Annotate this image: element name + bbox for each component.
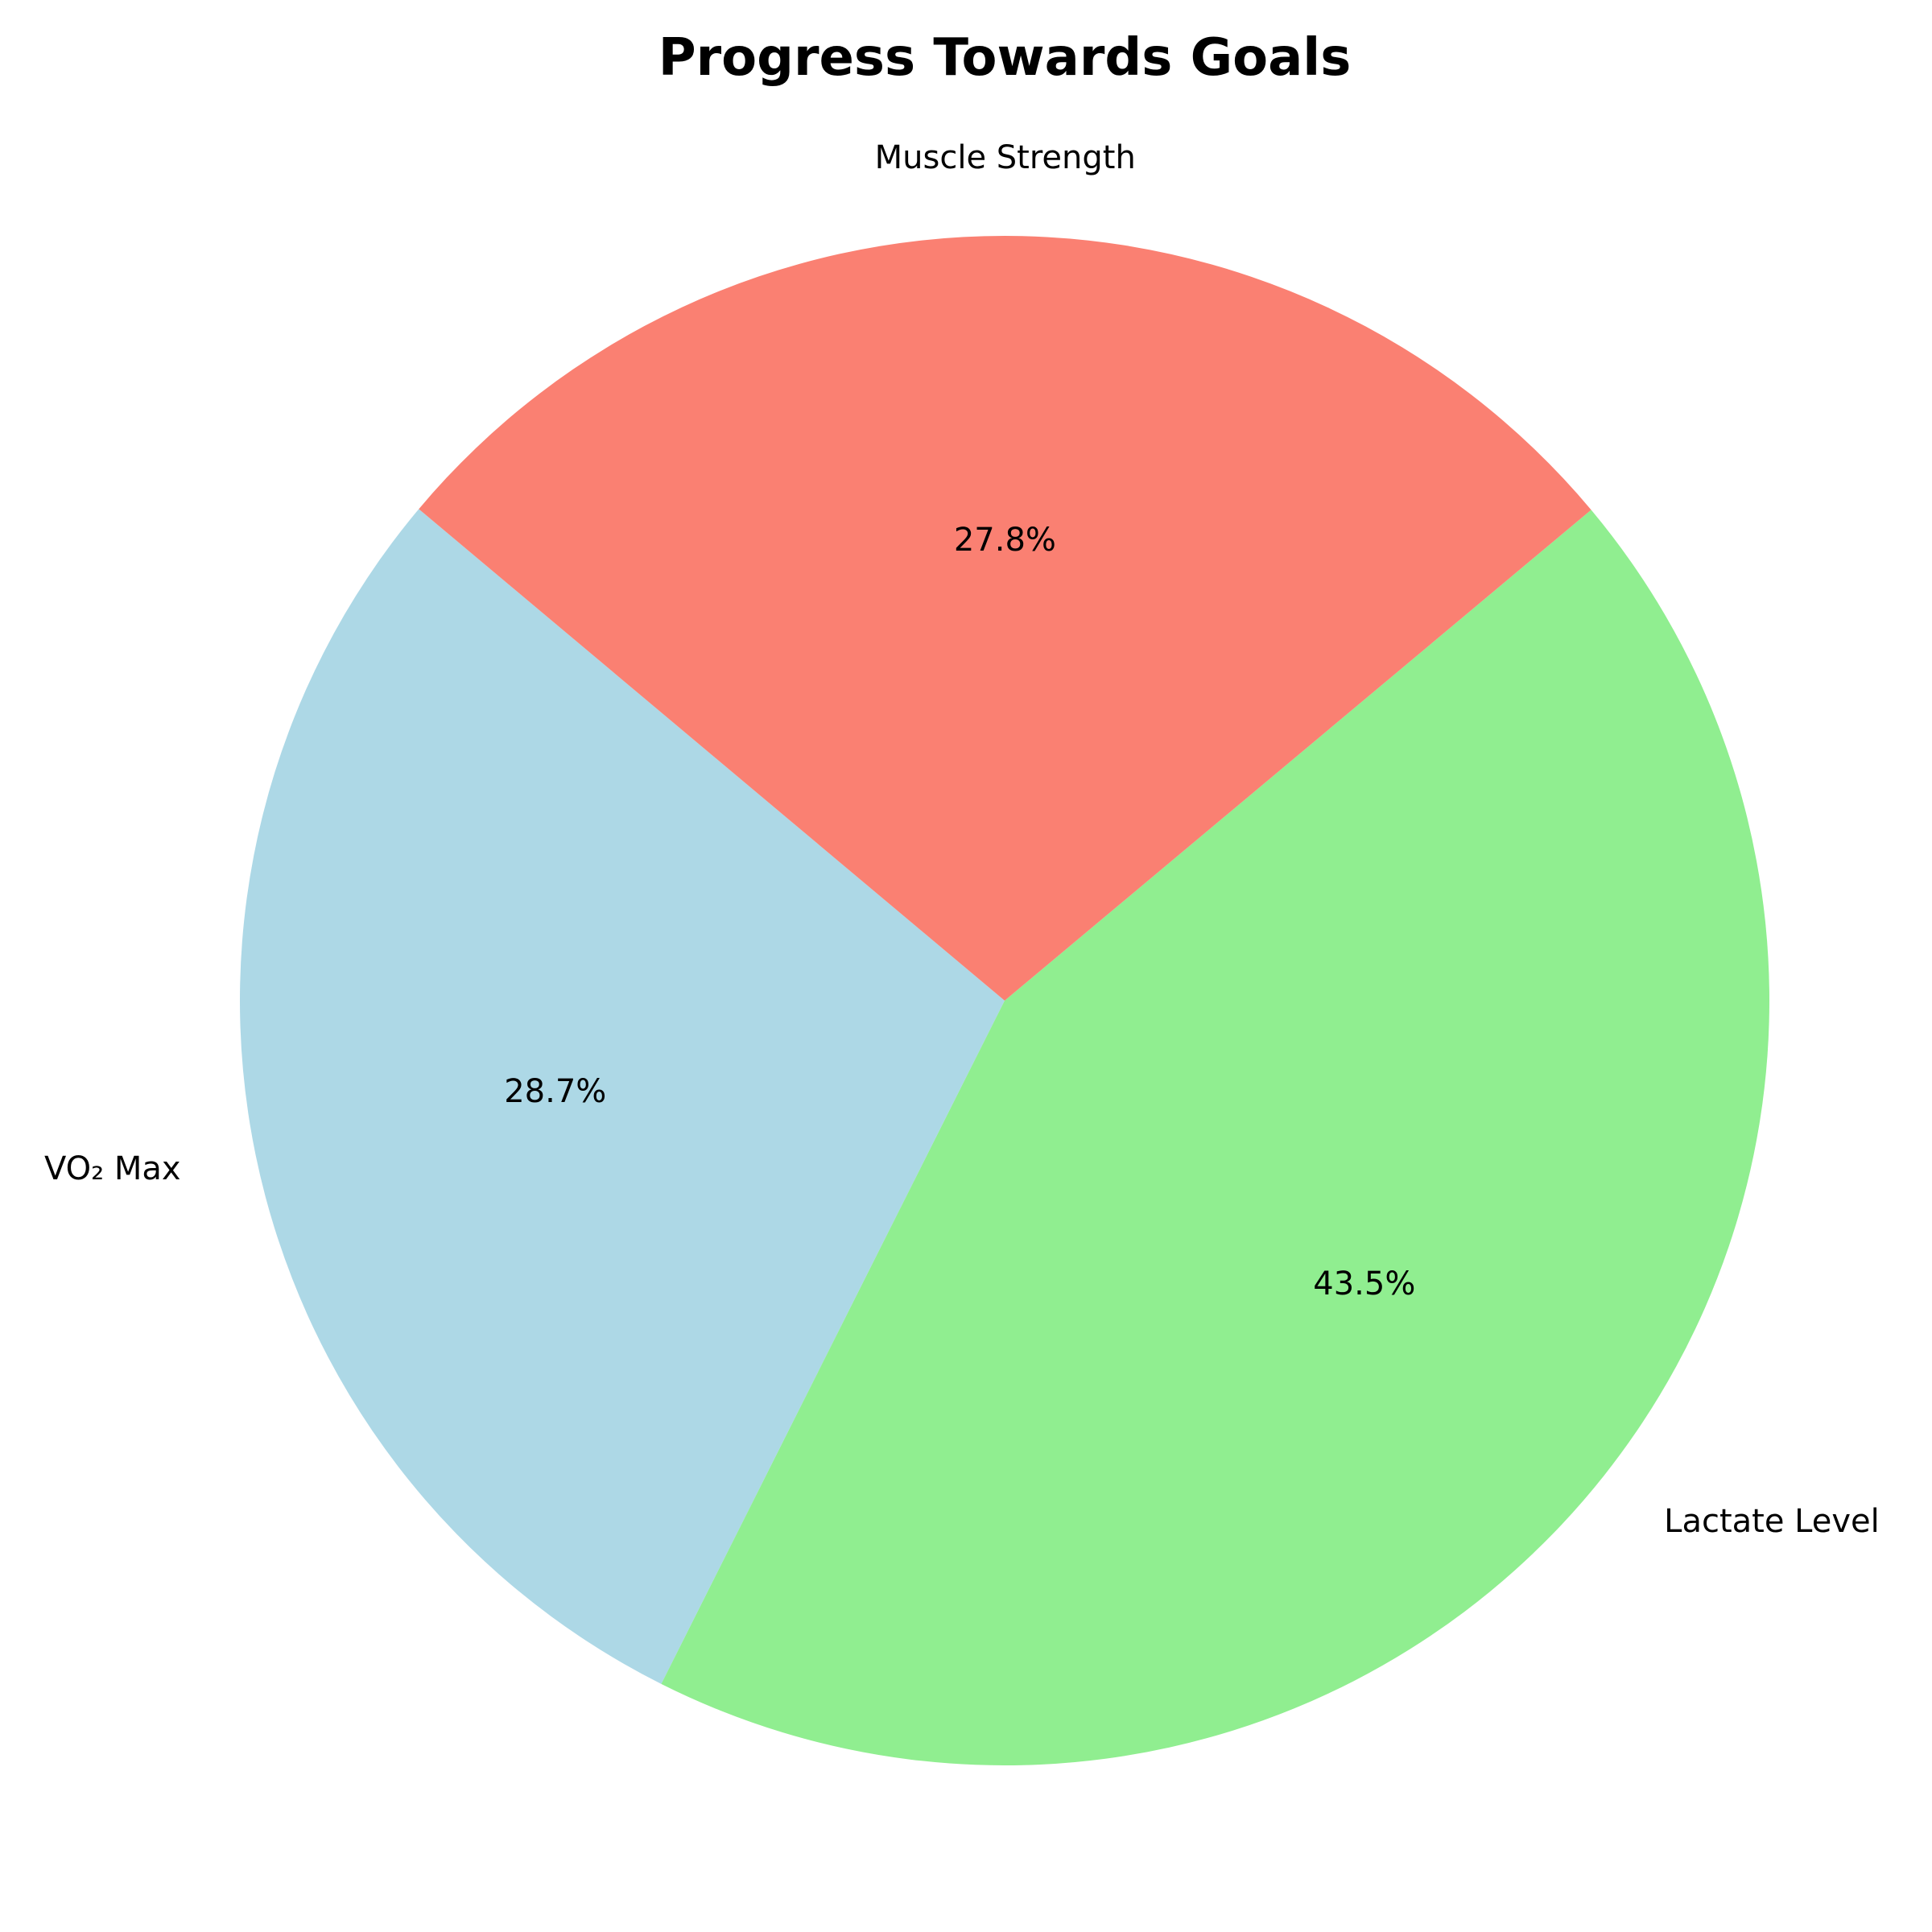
pie-labels: VO₂ Max 28.7% Lactate Level 43.5% Muscle Str…	[44, 139, 1880, 1540]
slice-percent-lactate-level: 43.5%	[1313, 1265, 1415, 1302]
slice-label-muscle-strength: Muscle Strength	[875, 139, 1136, 176]
pie-slice-vo-max	[239, 509, 1005, 1684]
slice-label-lactate-level: Lactate Level	[1664, 1503, 1880, 1540]
pie-slices	[239, 236, 1769, 1765]
chart-title: Progress Towards Goals	[658, 28, 1352, 88]
slice-label-vo-max: VO₂ Max	[44, 1150, 181, 1187]
slice-percent-vo-max: 28.7%	[504, 1073, 606, 1110]
pie-slice-lactate-level	[661, 510, 1769, 1765]
pie-slice-muscle-strength	[419, 236, 1591, 1001]
slice-percent-muscle-strength: 27.8%	[954, 522, 1056, 559]
